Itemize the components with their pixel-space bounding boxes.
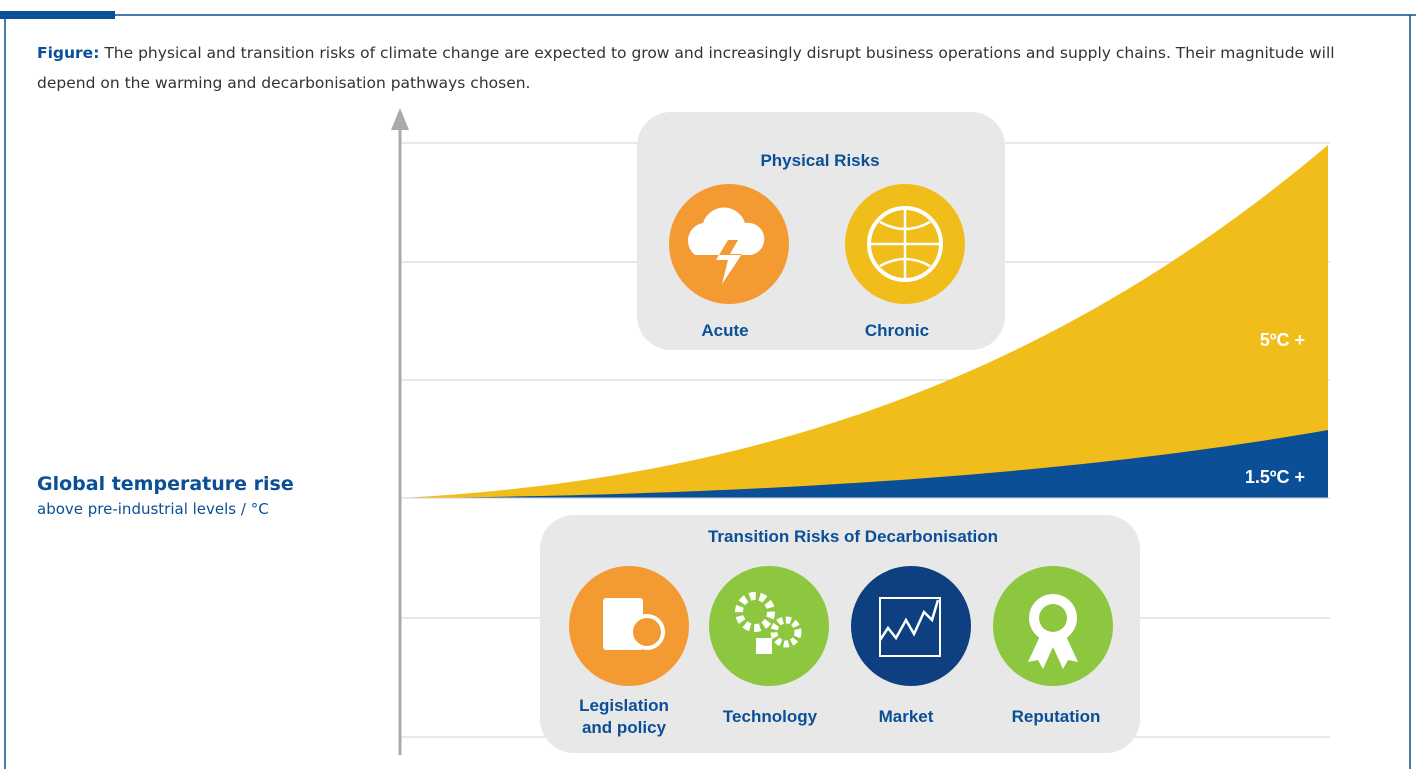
storm-icon: [687, 207, 765, 284]
item-label: Reputation: [1012, 707, 1101, 726]
rosette-center: [1039, 604, 1067, 632]
item-label: Technology: [723, 707, 818, 726]
scenario-label: 1.5ºC +: [1245, 467, 1305, 487]
icon-market: [851, 566, 971, 686]
item-label: Acute: [701, 321, 748, 340]
caption-text: The physical and transition risks of cli…: [37, 44, 1335, 92]
area-5c: [400, 145, 1328, 498]
box-title: Transition Risks of Decarbonisation: [708, 527, 998, 546]
magnifier-icon: [629, 614, 665, 650]
scenario-label: 5ºC +: [1260, 330, 1305, 350]
area-1-5c: [400, 430, 1328, 498]
item-label: Chronic: [865, 321, 929, 340]
item-label: Market: [879, 707, 934, 726]
transition-box: [540, 515, 1140, 753]
item-label: Legislation and policy: [579, 696, 669, 737]
globe-lines: [869, 208, 941, 280]
chart-line: [878, 599, 940, 641]
label-line: Legislation: [579, 696, 669, 715]
frame-accent: [0, 11, 115, 19]
axis-title: Global temperature rise: [37, 473, 294, 495]
ribbon-icon: [1028, 636, 1078, 669]
icon-acute: [669, 184, 789, 304]
chip-icon: [756, 638, 772, 654]
caption: Figure: The physical and transition risk…: [37, 38, 1387, 98]
chart-icon: [879, 597, 941, 657]
gear-icon: [770, 616, 802, 648]
label-line: and policy: [582, 718, 667, 737]
figure-label: Figure:: [37, 44, 100, 62]
axis-arrow: [391, 108, 409, 130]
axis-subtitle: above pre-industrial levels / °C: [37, 500, 269, 518]
gear-icon: [735, 592, 775, 632]
box-title: Physical Risks: [760, 151, 879, 170]
